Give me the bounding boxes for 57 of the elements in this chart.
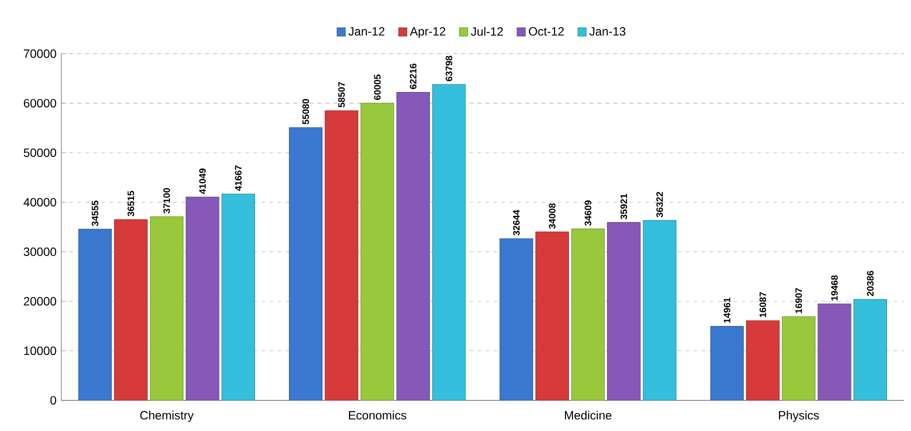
- bar: [571, 228, 605, 400]
- y-tick-label: 40000: [24, 198, 56, 206]
- x-tick-label: Chemistry: [140, 410, 194, 422]
- data-label: 36322: [656, 192, 663, 218]
- bar: [642, 220, 676, 400]
- data-label: 63798: [446, 56, 452, 82]
- legend-label: Jul-12: [470, 26, 503, 36]
- bar: [324, 110, 358, 400]
- bar: [186, 196, 220, 400]
- data-label: 19468: [831, 275, 838, 300]
- legend-label: Apr-12: [410, 27, 446, 38]
- legend-label: Jan-13: [589, 27, 626, 36]
- bar: [746, 320, 780, 400]
- y-tick-label: 0: [50, 396, 56, 405]
- bar: [78, 228, 112, 400]
- bar: [818, 304, 852, 400]
- x-tick-label: Medicine: [564, 410, 612, 420]
- y-tick-label: 60000: [24, 98, 56, 108]
- legend-label: Jan-12: [348, 27, 384, 36]
- data-label: 62216: [410, 64, 416, 89]
- bar: [500, 238, 534, 400]
- bar: [150, 216, 184, 400]
- bar: [114, 219, 148, 400]
- bar: [360, 102, 394, 400]
- data-label: 34609: [584, 200, 592, 226]
- data-label: 41667: [235, 166, 242, 191]
- data-label: 60005: [374, 74, 381, 100]
- legend-label: Oct-12: [528, 27, 564, 36]
- data-label: 55080: [302, 99, 310, 124]
- bar: [432, 84, 466, 400]
- data-label: 36515: [128, 190, 134, 216]
- x-tick-label: Physics: [778, 410, 819, 422]
- data-label: 16907: [795, 288, 802, 314]
- bar: [782, 316, 816, 400]
- bar: [854, 299, 888, 400]
- bar: [607, 222, 641, 400]
- data-label: 58507: [338, 82, 345, 108]
- bar: [222, 194, 256, 400]
- data-label: 37100: [163, 188, 170, 214]
- data-label: 20386: [866, 270, 874, 296]
- data-label: 41049: [199, 168, 206, 194]
- bar: [396, 92, 430, 400]
- bar: [288, 127, 322, 400]
- data-label: 32644: [513, 210, 520, 236]
- data-label: 14961: [724, 298, 730, 323]
- y-tick-label: 10000: [24, 346, 56, 356]
- data-label: 34008: [548, 203, 556, 229]
- y-tick-label: 50000: [24, 148, 56, 157]
- y-tick-label: 20000: [24, 297, 56, 306]
- data-label: 34555: [92, 200, 98, 226]
- bar: [535, 232, 569, 400]
- data-label: 35921: [620, 194, 628, 220]
- x-tick-label: Economics: [348, 410, 406, 420]
- y-tick-label: 30000: [24, 248, 56, 256]
- bar: [710, 326, 744, 400]
- data-label: 16087: [760, 292, 766, 318]
- y-tick-label: 70000: [24, 49, 56, 58]
